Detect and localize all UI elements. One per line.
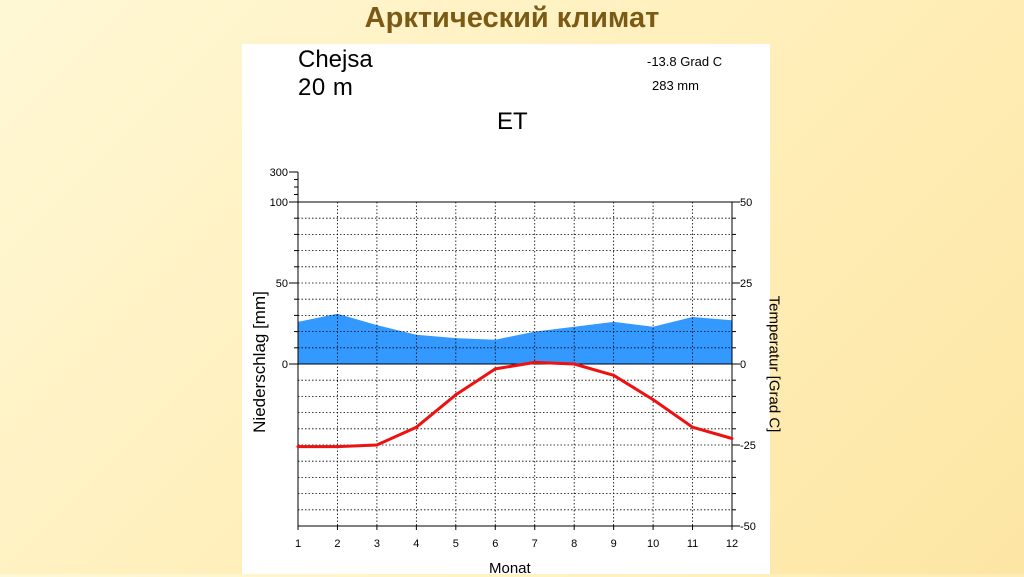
x-tick-label: 4 <box>413 538 419 550</box>
x-tick-label: 8 <box>571 538 577 550</box>
temperature-point <box>335 445 339 449</box>
precipitation-area <box>298 313 732 364</box>
temperature-point <box>691 425 695 429</box>
x-tick-label: 7 <box>532 538 538 550</box>
x-tick-label: 5 <box>453 538 459 550</box>
y-tick-label-right: 25 <box>740 278 752 290</box>
y-tick-label-right: 0 <box>740 359 746 371</box>
x-tick-label: 12 <box>726 538 738 550</box>
temperature-line <box>298 360 733 449</box>
y-tick-label-left: 300 <box>270 167 288 179</box>
y-tick-label-right: -50 <box>740 521 756 533</box>
mean-temperature: -13.8 Grad C <box>647 54 723 69</box>
x-tick-label: 6 <box>492 538 498 550</box>
temperature-point <box>612 373 616 377</box>
y-tick-label-left: 50 <box>276 278 288 290</box>
y-tick-label-right: -25 <box>740 440 756 452</box>
annual-precipitation: 283 mm <box>652 78 699 93</box>
station-name: Chejsa <box>298 46 373 73</box>
temperature-point <box>375 443 379 447</box>
climate-diagram: 0 50 100 300 -50 -25 0 25 50 1 2 3 4 5 6 7 8 9 10 11 12 Chej… <box>242 44 783 577</box>
temperature-point <box>730 437 734 440</box>
x-tick-label: 9 <box>611 538 617 550</box>
y-tick-label-left: 0 <box>282 359 288 371</box>
x-tick-label: 2 <box>334 538 340 550</box>
y-axis-left-label: Niederschlag [mm] <box>250 291 269 433</box>
x-axis-label: Monat <box>489 560 531 577</box>
y-tick-label-left: 100 <box>270 197 288 209</box>
temperature-point <box>296 445 300 449</box>
station-altitude: 20 m <box>298 74 354 101</box>
x-tick-label: 11 <box>687 538 698 550</box>
temperature-point <box>454 393 458 397</box>
climate-class: ET <box>497 108 528 135</box>
slide-title: Арктический климат <box>364 2 660 34</box>
temperature-point <box>493 367 497 371</box>
temperature-point <box>572 362 576 366</box>
x-tick-label: 3 <box>374 538 380 550</box>
x-tick-label: 10 <box>647 538 659 550</box>
x-tick-label: 1 <box>295 538 301 550</box>
y-axis-right-label: Temperatur [Grad C] <box>765 295 783 433</box>
temperature-point <box>533 360 537 364</box>
y-tick-label-right: 50 <box>740 197 752 209</box>
temperature-point <box>651 398 655 402</box>
temperature-point <box>414 425 418 429</box>
